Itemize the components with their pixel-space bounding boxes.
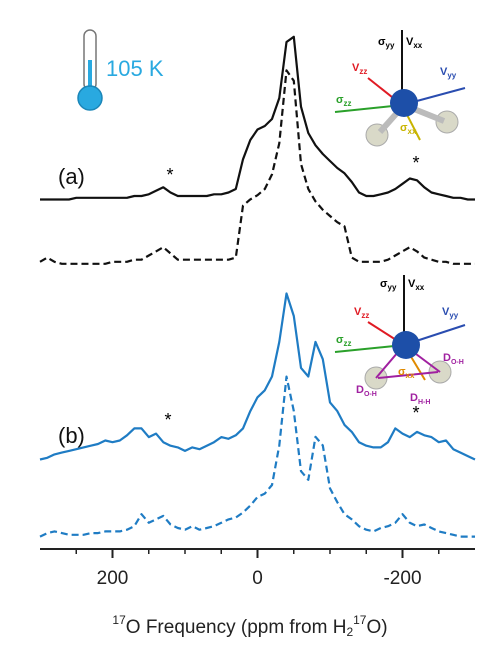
annotation: * — [412, 153, 419, 173]
inset-label: O-H — [364, 391, 377, 398]
inset-label: σyy — [380, 278, 397, 292]
inset-label: σxx — [400, 122, 417, 136]
inset-label: zz — [361, 311, 369, 320]
inset-label: D — [356, 384, 364, 396]
inset-label: σxx — [398, 366, 415, 380]
inset-label: zz — [344, 339, 352, 348]
x-tick-label: -200 — [383, 568, 421, 589]
inset-label: Vzz — [352, 62, 367, 76]
inset-label: H-H — [418, 399, 430, 406]
x-axis-label: O) — [366, 617, 387, 638]
panel-label: (b) — [58, 423, 85, 448]
inset-label: xx — [415, 283, 424, 292]
x-tick-label: 200 — [97, 568, 129, 589]
inset-label: zz — [359, 67, 367, 76]
inset-label: Vyy — [442, 306, 459, 320]
inset-label: yy — [447, 71, 456, 80]
figure: 105 K (a) (b) * * * * σyy Vxx Vzz Vyy σz… — [0, 0, 477, 645]
inset-label: xx — [413, 41, 422, 50]
inset-label: DH-H — [410, 392, 430, 406]
inset-label: Vyy — [440, 66, 457, 80]
inset-label: Vxx — [408, 278, 425, 292]
inset-label: σzz — [336, 334, 352, 348]
x-axis-label: 17 — [112, 613, 126, 627]
panel-label: (a) — [58, 164, 85, 189]
inset-label: σzz — [336, 94, 352, 108]
inset-label: O-H — [451, 359, 464, 366]
x-axis-label: 2 — [346, 625, 353, 639]
temperature-label: 105 K — [106, 56, 164, 81]
inset-label: DO-H — [443, 352, 464, 366]
thermometer-icon — [78, 30, 102, 110]
inset-label: xx — [408, 127, 417, 136]
x-axis-label: 17O Frequency (ppm from H217O) — [112, 613, 387, 639]
inset-label: yy — [388, 283, 397, 292]
x-axis-label: 17 — [353, 613, 367, 627]
inset-label: zz — [344, 99, 352, 108]
annotation: * — [164, 410, 171, 430]
inset-label: σyy — [378, 36, 395, 50]
inset-label: Vzz — [354, 306, 369, 320]
x-tick-label: 0 — [252, 568, 263, 589]
inset-label: yy — [449, 311, 458, 320]
inset-label: Vxx — [406, 36, 423, 50]
inset-label: xx — [406, 371, 415, 380]
inset-label: D — [410, 392, 418, 404]
inset-label: D — [443, 352, 451, 364]
x-axis-label: O Frequency (ppm from H — [126, 617, 347, 638]
inset-label: yy — [386, 41, 395, 50]
annotation: * — [166, 165, 173, 185]
